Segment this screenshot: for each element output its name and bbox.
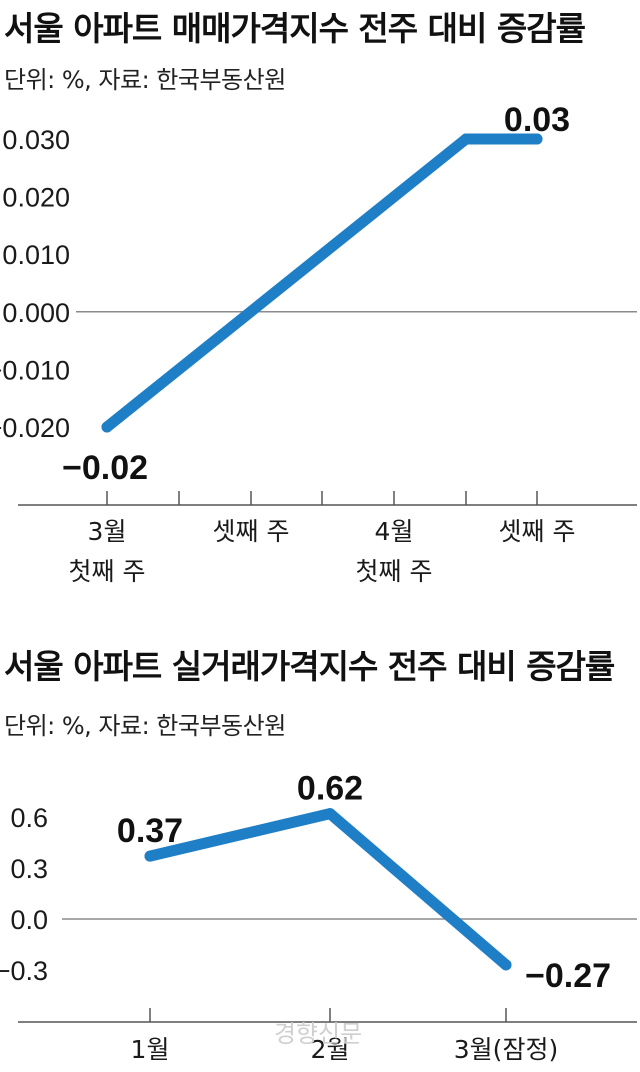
y-tick-label: −0.020	[0, 413, 70, 443]
data-point	[101, 421, 113, 433]
x-category-label: 첫째 주	[69, 557, 146, 586]
x-category-label: 1월	[131, 1035, 170, 1064]
data-point	[144, 850, 156, 862]
y-tick-label: 0.020	[2, 183, 70, 213]
x-category-label: 2월	[311, 1035, 350, 1064]
data-point	[324, 808, 336, 820]
series-line	[144, 808, 512, 971]
data-point	[531, 133, 543, 145]
data-point	[460, 133, 472, 145]
chart2-title: 서울 아파트 실거래가격지수 전주 대비 증감률	[4, 647, 615, 686]
x-category-label: 4월	[375, 517, 414, 546]
data-label: −0.27	[525, 957, 611, 995]
y-tick-label: 0.3	[10, 854, 48, 884]
x-category-label: 셋째 주	[213, 517, 290, 546]
chart1-title: 서울 아파트 매매가격지수 전주 대비 증감률	[4, 9, 586, 48]
chart2-subtitle: 단위: %, 자료: 한국부동산원	[4, 712, 286, 740]
data-label: 0.37	[117, 812, 183, 850]
y-tick-label: 0.010	[2, 240, 70, 270]
y-tick-label: −0.010	[0, 355, 70, 385]
y-tick-label: 0.000	[2, 298, 70, 328]
x-category-label: 3월(잠정)	[454, 1035, 558, 1064]
data-point	[500, 959, 512, 971]
y-tick-label: 0.0	[10, 905, 48, 935]
chart1-subtitle: 단위: %, 자료: 한국부동산원	[4, 66, 286, 94]
y-tick-label: −0.3	[0, 956, 48, 986]
data-label: −0.02	[62, 449, 148, 487]
y-tick-label: 0.6	[10, 803, 48, 833]
x-category-label: 첫째 주	[356, 557, 433, 586]
data-label: 0.62	[297, 770, 363, 808]
data-label: 0.03	[504, 101, 570, 139]
y-tick-label: 0.030	[2, 125, 70, 155]
watermark-text: 경향신문	[274, 1020, 362, 1048]
x-category-label: 3월	[88, 517, 127, 546]
x-category-label: 셋째 주	[499, 517, 576, 546]
